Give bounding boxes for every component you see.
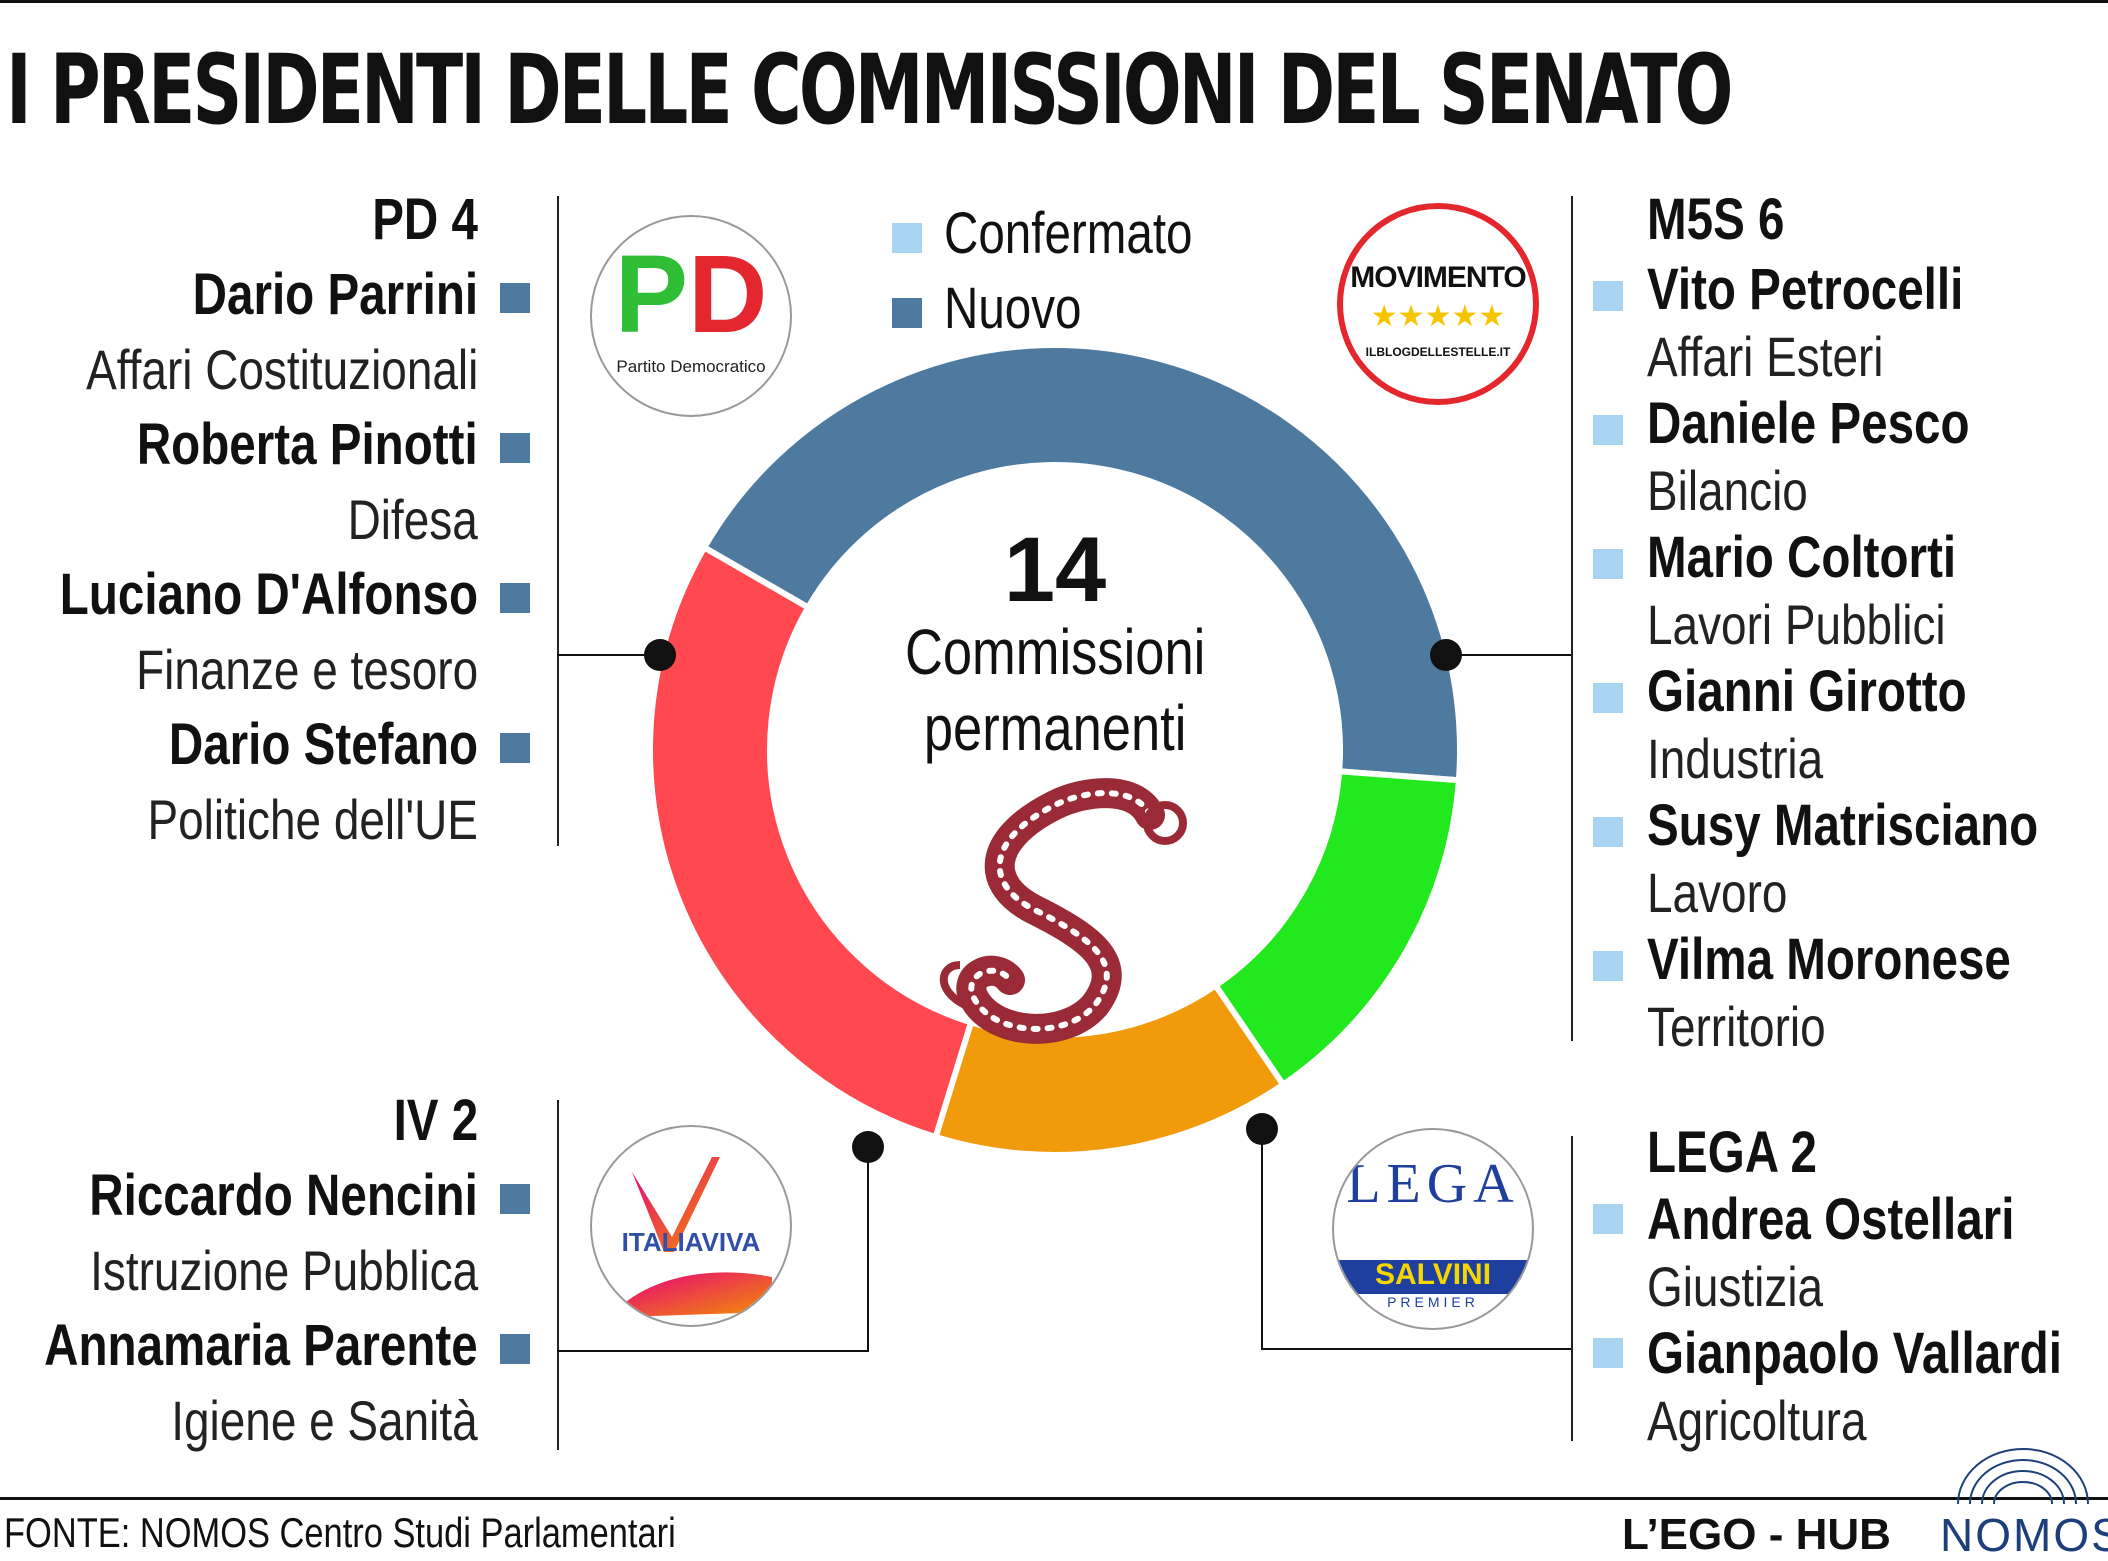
- member-name: Gianpaolo Vallardi: [1647, 1321, 2062, 1386]
- status-square: [500, 1184, 530, 1214]
- nomos-emblem-icon: [1957, 1448, 2089, 1505]
- center-number: 14: [1003, 519, 1107, 621]
- member-commission: Agricoltura: [1647, 1389, 1867, 1452]
- status-square: [500, 733, 530, 763]
- member-name: Vilma Moronese: [1647, 927, 2011, 992]
- status-square: [500, 283, 530, 313]
- iv-heading: IV 2: [393, 1088, 478, 1153]
- pd-column: PD 4 Dario Parrini Affari Costituzionali…: [0, 182, 478, 857]
- donut-slice-pd: [647, 543, 975, 1141]
- donut-slice-m5s: [700, 342, 1463, 784]
- member-commission: Bilancio: [1647, 459, 1808, 522]
- member-commission: Territorio: [1647, 995, 1826, 1058]
- member-commission: Finanze e tesoro: [135, 638, 478, 701]
- footer-source: FONTE: NOMOS Centro Studi Parlamentari: [4, 1509, 676, 1556]
- member-commission: Giustizia: [1647, 1255, 1824, 1318]
- lega-logo: LEGA SALVINI PREMIER: [1332, 1128, 1534, 1330]
- status-square: [1593, 1204, 1623, 1234]
- member-commission: Affari Costituzionali: [85, 338, 478, 401]
- legend: Confermato Nuovo: [892, 196, 1247, 346]
- m5s-heading: M5S 6: [1647, 187, 1785, 252]
- status-square: [1593, 415, 1623, 445]
- status-square: [500, 433, 530, 463]
- member-name: Annamaria Parente: [44, 1313, 478, 1378]
- legend-confirmed-swatch: [892, 222, 922, 253]
- status-square: [1593, 1338, 1623, 1368]
- member-name: Mario Coltorti: [1647, 525, 1957, 590]
- footer-nomos: NOMOS: [1940, 1509, 2108, 1561]
- legend-new-swatch: [892, 297, 922, 328]
- status-square: [1593, 951, 1623, 981]
- member-name: Riccardo Nencini: [89, 1163, 478, 1228]
- member-name: Daniele Pesco: [1647, 391, 1970, 456]
- member-commission: Lavoro: [1647, 861, 1788, 924]
- pd-logo: PD PD Partito Democratico: [590, 215, 792, 417]
- status-square: [500, 1334, 530, 1364]
- member-commission: Igiene e Sanità: [171, 1389, 478, 1452]
- footer-rule: [0, 1497, 2108, 1500]
- iv-bracket-line: [557, 1100, 559, 1450]
- member-commission: Industria: [1647, 727, 1824, 790]
- member-commission: Lavori Pubblici: [1647, 593, 1946, 656]
- status-square: [1593, 683, 1623, 713]
- member-commission: Istruzione Pubblica: [90, 1239, 478, 1302]
- lega-heading: LEGA 2: [1647, 1120, 1818, 1185]
- connector-lines: [557, 639, 1571, 1352]
- senate-emblem-icon: [939, 778, 1187, 1044]
- lega-band: [1334, 1260, 1532, 1294]
- m5s-bracket-line: [1571, 196, 1573, 1041]
- member-commission: Politiche dell'UE: [147, 788, 478, 851]
- status-square: [1593, 281, 1623, 311]
- member-name: Dario Parrini: [192, 262, 478, 327]
- member-name: Susy Matrisciano: [1647, 793, 2039, 858]
- status-square: [1593, 817, 1623, 847]
- member-commission: Difesa: [347, 488, 478, 551]
- m5s-logo: MOVIMENTO ★★★★★ ILBLOGDELLESTELLE.IT: [1337, 203, 1539, 405]
- m5s-column: M5S 6 Vito Petrocelli Affari Esteri Dani…: [1647, 182, 2108, 1060]
- status-square: [1593, 549, 1623, 579]
- member-name: Andrea Ostellari: [1647, 1187, 2015, 1252]
- pd-heading: PD 4: [372, 187, 478, 252]
- legend-confirmed: Confermato: [892, 196, 1247, 271]
- italiaviva-logo: ITALIAVIVA: [590, 1125, 792, 1327]
- top-rule: [0, 0, 2108, 3]
- footer-brand: L’EGO - HUB: [1622, 1510, 1891, 1559]
- italiaviva-v-icon: [622, 1157, 772, 1317]
- member-name: Roberta Pinotti: [137, 412, 478, 477]
- center-label-line2: permanenti: [923, 692, 1187, 764]
- member-name: Vito Petrocelli: [1647, 257, 1964, 322]
- lega-bracket-line: [1571, 1136, 1573, 1441]
- page-title: I PRESIDENTI DELLE COMMISSIONI DEL SENAT…: [6, 34, 1733, 146]
- pd-bracket-line: [557, 196, 559, 846]
- status-square: [500, 583, 530, 613]
- lega-column: LEGA 2 Andrea Ostellari Giustizia Gianpa…: [1647, 1120, 2108, 1454]
- member-commission: Affari Esteri: [1647, 325, 1884, 388]
- iv-column: IV 2 Riccardo Nencini Istruzione Pubblic…: [0, 1083, 478, 1458]
- member-name: Dario Stefano: [168, 712, 478, 777]
- center-label-line1: Commissioni: [904, 616, 1206, 688]
- member-name: Gianni Girotto: [1647, 659, 1967, 724]
- member-name: Luciano D'Alfonso: [59, 562, 478, 627]
- legend-new: Nuovo: [892, 271, 1247, 346]
